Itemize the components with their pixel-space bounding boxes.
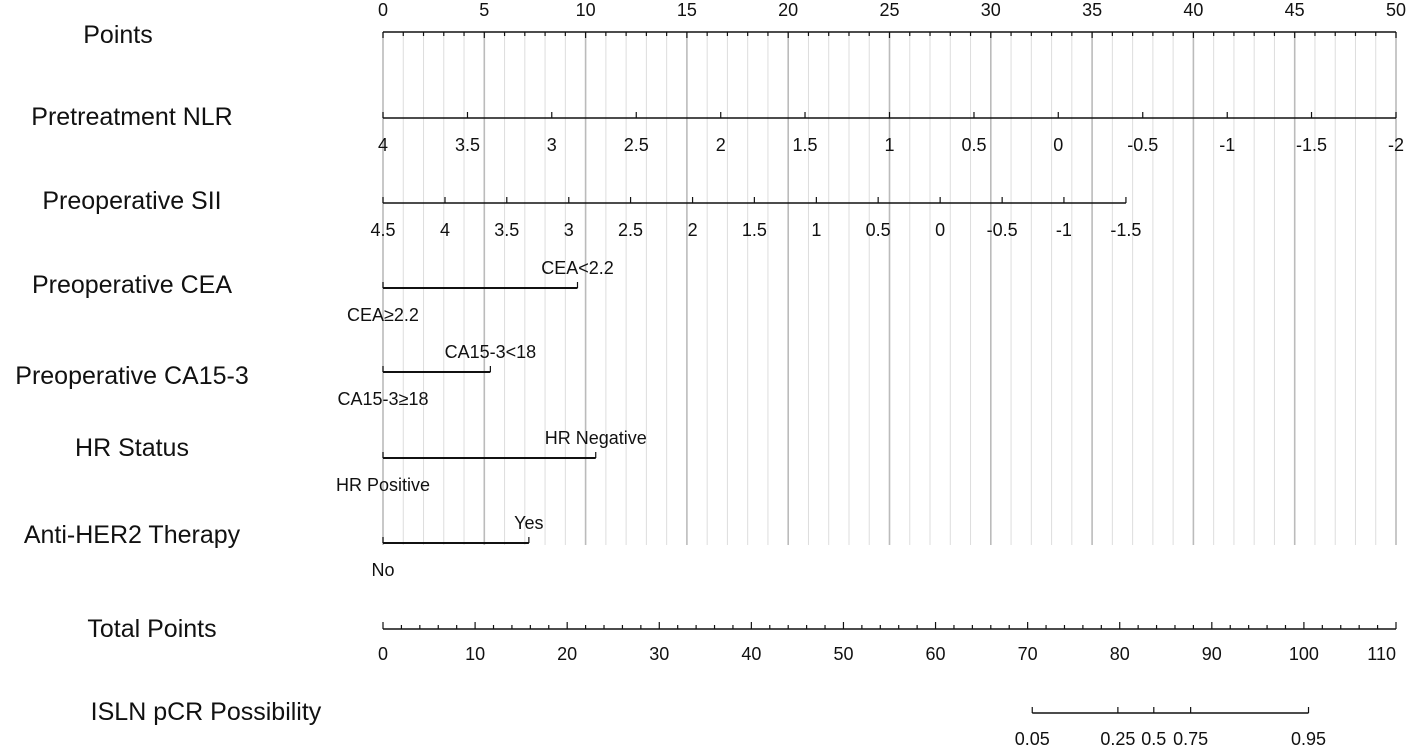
points-axis-tick-label: 25: [879, 0, 899, 20]
total-points-tick-label: 40: [741, 644, 761, 664]
variable-tick-label: 4.5: [370, 220, 395, 240]
variable-tick-label: 0: [1053, 135, 1063, 155]
total-points-tick-label: 0: [378, 644, 388, 664]
probability-tick-label: 0.25: [1100, 729, 1135, 748]
total-points-tick-label: 80: [1110, 644, 1130, 664]
variable-level-label-low: HR Positive: [336, 475, 430, 495]
points-axis-tick-label: 0: [378, 0, 388, 20]
probability-tick-label: 0.95: [1291, 729, 1326, 748]
variable-tick-label: 0: [935, 220, 945, 240]
variable-level-label-high: CEA<2.2: [541, 258, 614, 278]
probability-tick-label: 0.05: [1015, 729, 1050, 748]
variable-level-label-high: Yes: [514, 513, 543, 533]
total-points-tick-label: 110: [1367, 644, 1396, 664]
variable-tick-label: -1.5: [1110, 220, 1141, 240]
nlr-row-label: Pretreatment NLR: [31, 103, 232, 131]
variable-tick-label: 2: [688, 220, 698, 240]
variable-level-label-high: HR Negative: [545, 428, 647, 448]
total-points-tick-label: 10: [465, 644, 485, 664]
hr-row-label: HR Status: [75, 434, 189, 462]
variable-tick-label: -2: [1388, 135, 1404, 155]
points-axis-label: Points: [83, 21, 152, 49]
total-points-tick-label: 30: [649, 644, 669, 664]
variable-tick-label: 0.5: [961, 135, 986, 155]
variable-tick-label: 2: [716, 135, 726, 155]
variable-tick-label: -1: [1219, 135, 1235, 155]
chart-marks: 0 5 10 15 20 25 30 35 40 45 504 3.5 3 2.5 2 1.5 1 0.5 0 -0.…: [336, 0, 1406, 748]
variable-tick-label: 0.5: [866, 220, 891, 240]
total-points-tick-label: 70: [1018, 644, 1038, 664]
variable-tick-label: -0.5: [1127, 135, 1158, 155]
points-axis-tick-label: 40: [1183, 0, 1203, 20]
variable-tick-label: 3: [564, 220, 574, 240]
variable-tick-label: 1: [884, 135, 894, 155]
points-axis-tick-label: 20: [778, 0, 798, 20]
points-axis-tick-label: 35: [1082, 0, 1102, 20]
variable-tick-label: -1: [1056, 220, 1072, 240]
points-axis-tick-label: 5: [479, 0, 489, 20]
points-axis-tick-label: 10: [576, 0, 596, 20]
points-axis-tick-label: 15: [677, 0, 697, 20]
variable-tick-label: 3.5: [455, 135, 480, 155]
variable-level-label-low: No: [371, 560, 394, 580]
probability-axis-label: ISLN pCR Possibility: [91, 698, 322, 726]
her2-row-label: Anti-HER2 Therapy: [24, 521, 241, 549]
sii-row-label: Preoperative SII: [42, 187, 221, 215]
total-points-tick-label: 20: [557, 644, 577, 664]
variable-tick-label: 4: [378, 135, 388, 155]
variable-tick-label: 4: [440, 220, 450, 240]
probability-tick-label: 0.5: [1141, 729, 1166, 748]
variable-tick-label: 2.5: [618, 220, 643, 240]
probability-tick-label: 0.75: [1173, 729, 1208, 748]
total-points-tick-label: 100: [1289, 644, 1319, 664]
points-axis-tick-label: 50: [1386, 0, 1406, 20]
variable-tick-label: 1.5: [793, 135, 818, 155]
variable-tick-label: 3.5: [494, 220, 519, 240]
variable-level-label-high: CA15-3<18: [445, 342, 537, 362]
variable-tick-label: 2.5: [624, 135, 649, 155]
variable-level-label-low: CA15-3≥18: [338, 389, 429, 409]
cea-row-label: Preoperative CEA: [32, 271, 232, 299]
variable-tick-label: 1.5: [742, 220, 767, 240]
total-points-axis-label: Total Points: [87, 615, 216, 643]
total-points-tick-label: 60: [926, 644, 946, 664]
ca153-row-label: Preoperative CA15-3: [15, 362, 248, 390]
points-axis-tick-label: 45: [1285, 0, 1305, 20]
variable-level-label-low: CEA≥2.2: [347, 305, 419, 325]
variable-tick-label: -0.5: [987, 220, 1018, 240]
variable-tick-label: -1.5: [1296, 135, 1327, 155]
total-points-tick-label: 50: [833, 644, 853, 664]
variable-tick-label: 1: [811, 220, 821, 240]
total-points-tick-label: 90: [1202, 644, 1222, 664]
variable-tick-label: 3: [547, 135, 557, 155]
points-axis-tick-label: 30: [981, 0, 1001, 20]
